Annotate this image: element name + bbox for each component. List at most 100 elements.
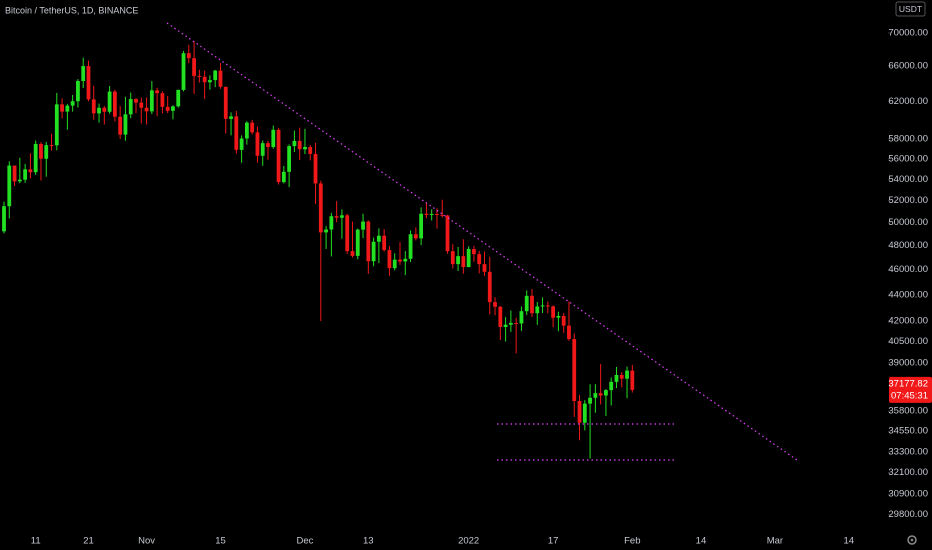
x-tick-label: 17: [548, 536, 559, 547]
candle-body: [208, 80, 212, 83]
candle-body: [519, 311, 524, 324]
trend-line: [166, 22, 798, 461]
candle-body: [398, 259, 402, 262]
symbol-title: Bitcoin / TetherUS, 1D, BINANCE: [5, 5, 138, 15]
candle-body: [604, 390, 608, 396]
candle-body: [403, 258, 408, 262]
x-tick-label: 15: [215, 536, 226, 547]
candle-body: [139, 102, 144, 108]
candle-body: [213, 70, 218, 81]
candle-body: [345, 215, 350, 252]
candle-body: [419, 213, 424, 239]
candle-body: [149, 90, 154, 112]
candle-body: [165, 106, 170, 111]
candle-body: [70, 101, 75, 106]
candle-body: [530, 295, 534, 314]
candle-body: [144, 107, 149, 112]
currency-label[interactable]: USDT: [899, 4, 922, 14]
candle-body: [318, 183, 323, 233]
candle-body: [266, 143, 270, 147]
candle-body: [91, 99, 96, 114]
candle-body: [334, 216, 339, 218]
candle-body: [551, 306, 556, 318]
candle-body: [239, 138, 244, 150]
candle-body: [186, 53, 191, 59]
candle-body: [450, 251, 455, 265]
candle-body: [33, 143, 38, 173]
candle-body: [508, 322, 513, 325]
candle-body: [577, 401, 582, 423]
candle-body: [466, 249, 471, 268]
candle-body: [382, 235, 387, 251]
candle-body: [12, 165, 17, 182]
y-tick-label: 40500.00: [888, 336, 928, 347]
candle-body: [593, 393, 598, 398]
candle-body: [408, 234, 413, 259]
candle-body: [181, 53, 186, 90]
x-tick-label: 21: [83, 536, 94, 547]
candle-body: [503, 324, 508, 327]
candle-body: [366, 221, 371, 262]
candle-body: [81, 66, 86, 81]
y-tick-label: 50000.00: [888, 217, 928, 228]
candle-body: [2, 206, 6, 232]
candle-body: [255, 132, 260, 156]
currency-box[interactable]: [895, 1, 926, 17]
candle-body: [44, 145, 49, 159]
candle-body: [86, 66, 91, 100]
y-tick-label: 32100.00: [888, 467, 928, 478]
candle-body: [271, 129, 276, 147]
candle-body: [514, 322, 519, 324]
candle-body: [498, 306, 503, 327]
candle-body: [561, 315, 566, 326]
y-tick-label: 35800.00: [888, 406, 928, 417]
y-tick-label: 29800.00: [888, 509, 928, 520]
candle-body: [223, 86, 228, 119]
candle-body: [276, 129, 281, 183]
candle-body: [97, 107, 101, 114]
candle-body: [350, 251, 355, 256]
candle-body: [545, 305, 550, 307]
y-tick-label: 30900.00: [888, 489, 928, 500]
y-tick-label: 46000.00: [888, 264, 928, 275]
candle-body: [54, 104, 59, 146]
candle-body: [176, 89, 181, 107]
candle-body: [123, 114, 128, 135]
candle-body: [202, 76, 207, 83]
candle-body: [630, 370, 635, 390]
candle-body: [361, 221, 365, 230]
candle-body: [244, 122, 249, 139]
candle-body: [472, 249, 476, 255]
candle-body: [535, 306, 540, 314]
candle-body: [609, 381, 614, 391]
candle-body: [287, 146, 292, 172]
candle-body: [39, 143, 43, 159]
candle-body: [155, 90, 160, 94]
candle-body: [598, 393, 603, 396]
y-tick-label: 39000.00: [888, 357, 928, 368]
x-tick-label: 14: [696, 536, 707, 547]
candle-body: [192, 58, 196, 76]
candle-body: [292, 140, 297, 147]
y-tick-label: 54000.00: [888, 174, 928, 185]
candle-body: [567, 325, 571, 340]
x-tick-label: Dec: [297, 536, 314, 547]
x-tick-label: 14: [844, 536, 855, 547]
axes: 70000.00 66000.00 62000.00 58000.00 56000.00…: [31, 27, 932, 547]
candle-body: [28, 169, 33, 173]
settings-icon[interactable]: [907, 535, 917, 545]
candle-body: [313, 153, 318, 184]
candle-body: [435, 213, 439, 215]
candle-body: [376, 235, 381, 242]
candle-body: [413, 234, 418, 239]
x-tick-label: 13: [363, 536, 374, 547]
x-tick-label: 11: [31, 536, 41, 547]
candle-body: [588, 397, 592, 404]
candle-body: [493, 302, 497, 307]
candle-body: [281, 171, 286, 183]
candle-body: [76, 80, 80, 102]
candle-body: [477, 254, 482, 265]
last-price-label: 37177.82: [888, 378, 928, 389]
countdown-label: 07:45:31: [891, 390, 928, 401]
